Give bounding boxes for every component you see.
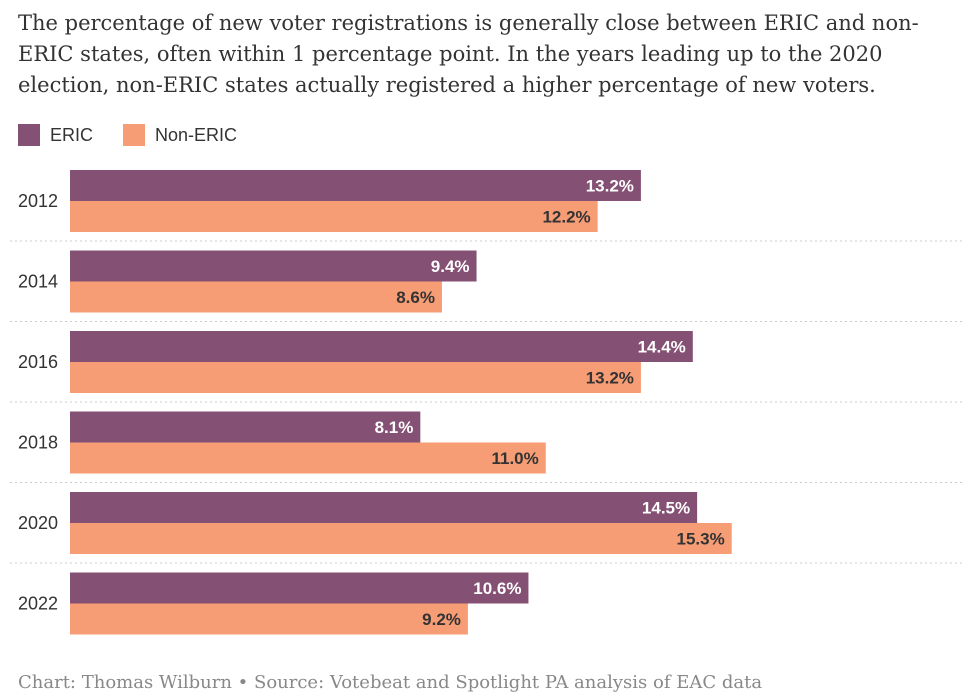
legend-swatch-eric	[18, 124, 40, 146]
year-label: 2022	[18, 594, 58, 614]
value-label-eric: 13.2%	[586, 177, 634, 196]
value-label-eric: 10.6%	[473, 579, 521, 598]
value-label-non-eric: 15.3%	[677, 530, 725, 549]
value-label-non-eric: 12.2%	[542, 208, 590, 227]
year-label: 2020	[18, 513, 58, 533]
bar-eric	[70, 572, 529, 604]
legend-swatch-non-eric	[123, 124, 146, 146]
chart-source: Chart: Thomas Wilburn • Source: Votebeat…	[18, 672, 763, 693]
bar-eric	[70, 250, 477, 282]
bar-eric	[70, 411, 421, 443]
value-label-eric: 8.1%	[375, 418, 414, 437]
bar-eric	[70, 170, 641, 201]
value-label-non-eric: 8.6%	[396, 288, 435, 307]
year-label: 2014	[18, 272, 58, 292]
value-label-eric: 14.5%	[642, 499, 690, 518]
bar-chart: 201213.2%12.2%20149.4%8.6%201614.4%13.2%…	[10, 170, 965, 635]
legend-item-eric: ERIC	[18, 124, 93, 146]
year-label: 2012	[18, 191, 58, 211]
legend: ERIC Non-ERIC	[18, 124, 267, 146]
chart-subtitle: The percentage of new voter registration…	[18, 11, 919, 97]
legend-label-non-eric: Non-ERIC	[155, 124, 238, 145]
legend-item-non-eric: Non-ERIC	[123, 124, 237, 146]
bar-non-eric	[70, 603, 468, 635]
bar-eric	[70, 492, 698, 523]
bar-non-eric	[70, 281, 442, 313]
year-label: 2018	[18, 433, 58, 453]
value-label-eric: 14.4%	[638, 338, 686, 357]
value-label-non-eric: 13.2%	[586, 369, 634, 388]
bar-non-eric	[70, 362, 641, 393]
legend-label-eric: ERIC	[50, 124, 94, 145]
bar-eric	[70, 331, 693, 362]
value-label-non-eric: 9.2%	[422, 610, 461, 629]
value-label-eric: 9.4%	[431, 257, 470, 276]
bar-non-eric	[70, 523, 732, 554]
bar-non-eric	[70, 201, 598, 232]
bar-non-eric	[70, 442, 546, 474]
year-label: 2016	[18, 352, 58, 372]
value-label-non-eric: 11.0%	[491, 449, 538, 468]
